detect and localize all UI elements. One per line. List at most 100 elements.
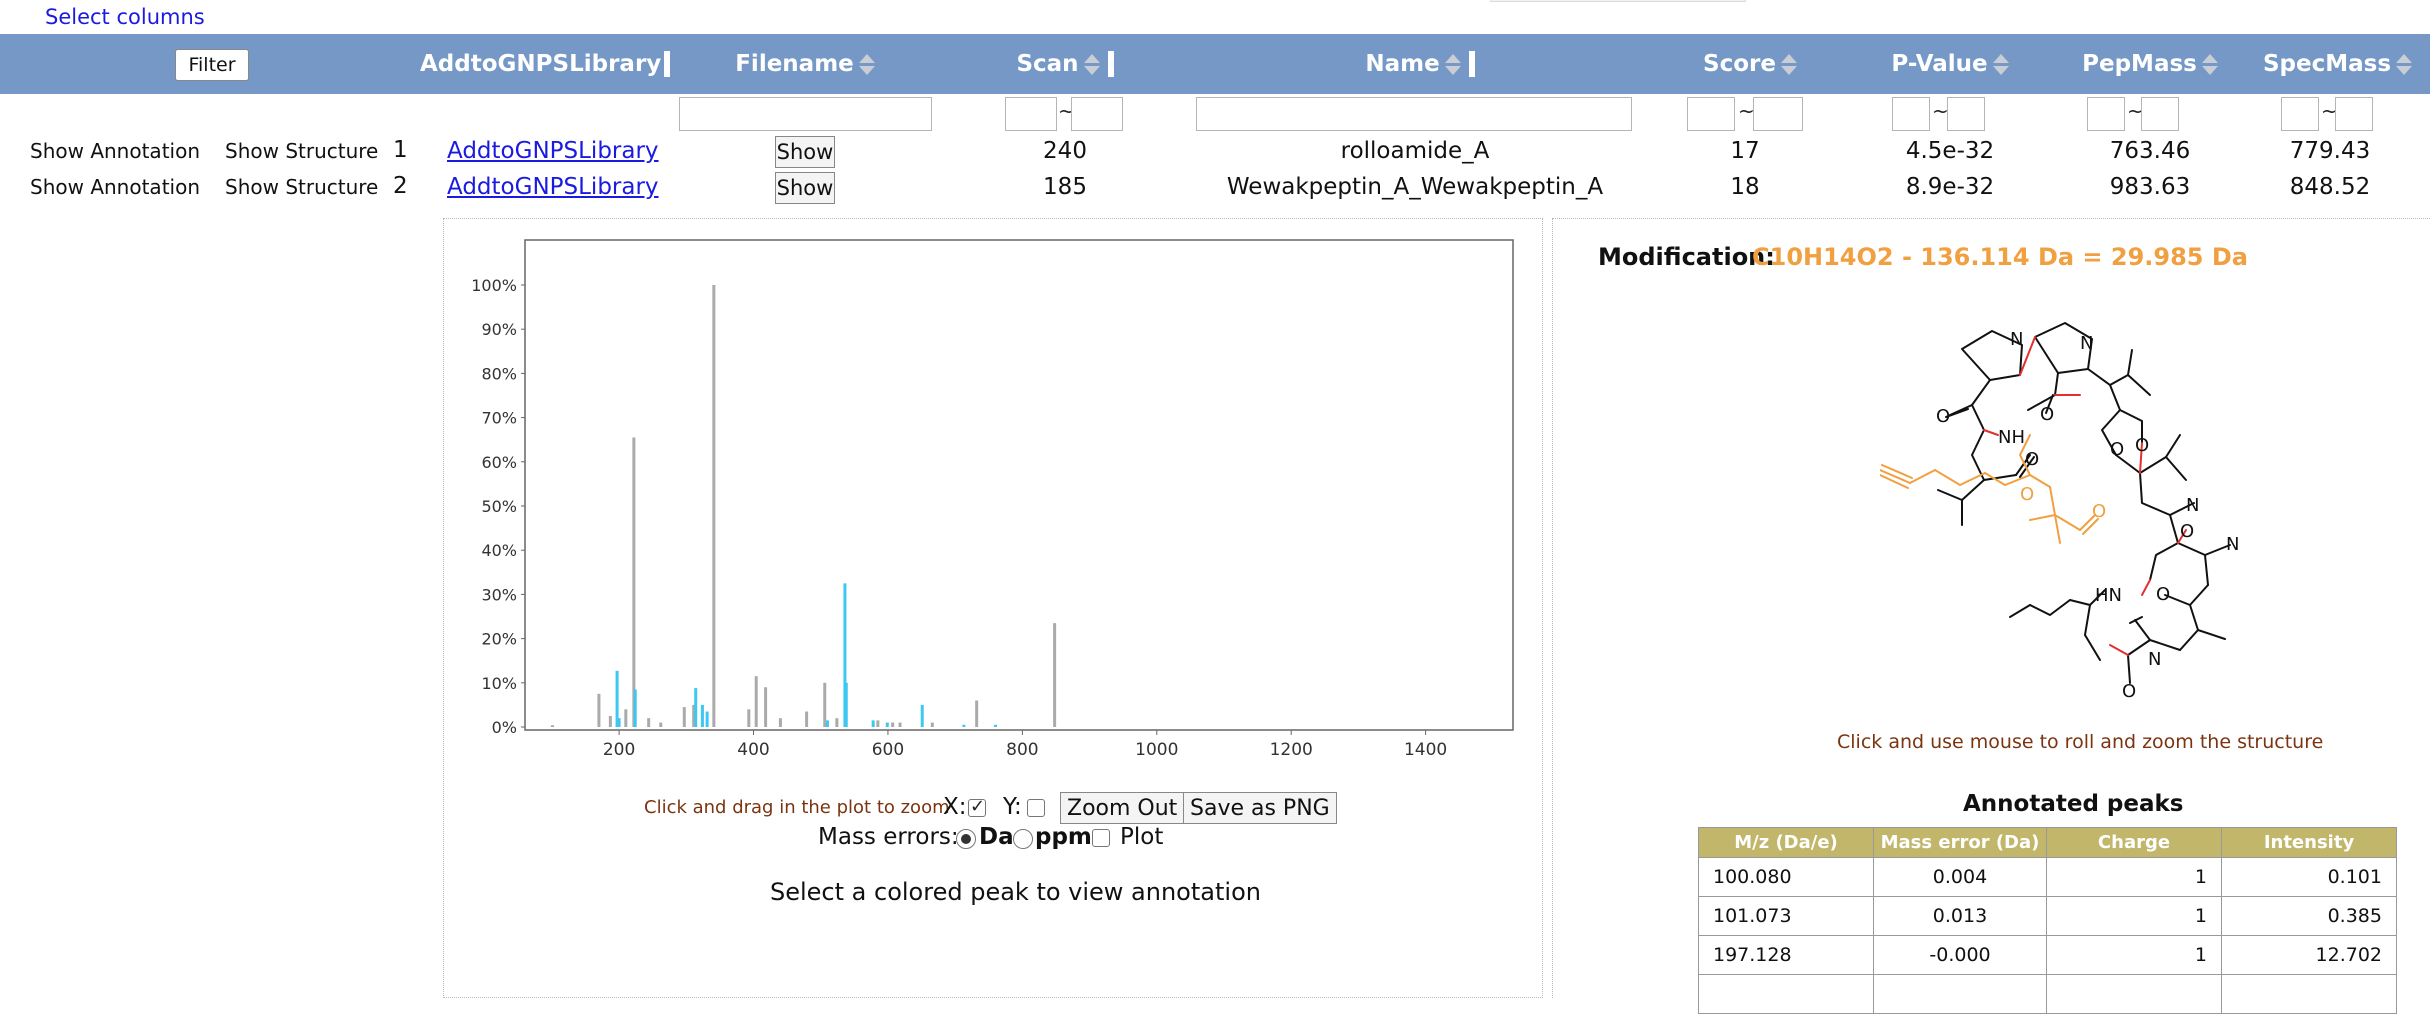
column-resize-handle[interactable] xyxy=(664,51,670,77)
mz-cell: 100.080 xyxy=(1698,857,1874,897)
mass-error-da-radio[interactable] xyxy=(956,829,976,849)
x-tick-label: 200 xyxy=(603,740,635,760)
top-search-box[interactable] xyxy=(1490,0,1746,2)
svg-text:O: O xyxy=(2020,484,2034,505)
sort-icon[interactable] xyxy=(2201,53,2218,75)
score-min-input[interactable] xyxy=(1687,97,1735,131)
range-separator: ~ xyxy=(1738,99,1755,123)
table-row[interactable]: 101.073 0.013 1 0.385 xyxy=(1698,896,2397,936)
column-header-label: P-Value xyxy=(1891,51,1988,77)
save-png-button[interactable]: Save as PNG xyxy=(1183,792,1337,824)
table-row[interactable]: 197.128 -0.000 1 12.702 xyxy=(1698,935,2397,975)
structure-hint: Click and use mouse to roll and zoom the… xyxy=(1837,731,2324,753)
add-to-gnps-library-link[interactable]: AddtoGNPSLibrary xyxy=(447,174,659,200)
column-header-scan[interactable]: Scan xyxy=(985,34,1145,94)
charge-cell: 1 xyxy=(2046,896,2222,936)
sort-icon[interactable] xyxy=(1083,53,1100,75)
pvalue-max-input[interactable] xyxy=(1947,97,1985,131)
range-separator: ~ xyxy=(2127,99,2144,123)
pvalue-min-input[interactable] xyxy=(1892,97,1930,131)
show-annotation-link[interactable]: Show Annotation xyxy=(30,175,200,199)
show-structure-link[interactable]: Show Structure xyxy=(225,175,379,199)
annotated-peaks-header[interactable]: Intensity xyxy=(2221,827,2397,858)
select-peak-hint: Select a colored peak to view annotation xyxy=(770,878,1261,906)
name-filter-input[interactable] xyxy=(1196,97,1632,131)
annotated-peaks-header[interactable]: Charge xyxy=(2046,827,2222,858)
sort-icon[interactable] xyxy=(2396,53,2413,75)
svg-text:O: O xyxy=(1936,406,1950,427)
x-tick-label: 600 xyxy=(872,740,904,760)
spectrum-plot[interactable]: 0% 10% 20% 30% 40% 50% 60% 70% 80% 90% 100% 200 400… xyxy=(450,230,1530,770)
empty-cell xyxy=(2046,974,2222,1014)
charge-cell: 1 xyxy=(2046,857,2222,897)
filter-button[interactable]: Filter xyxy=(175,49,249,81)
column-header-library[interactable]: AddtoGNPSLibrary xyxy=(420,34,670,94)
column-header-pepmass[interactable]: PepMass xyxy=(2055,34,2245,94)
show-structure-link[interactable]: Show Structure xyxy=(225,139,379,163)
y-tick-label: 0% xyxy=(492,718,517,737)
y-tick-label: 80% xyxy=(481,364,517,383)
table-row[interactable] xyxy=(1698,974,2397,1014)
svg-text:NH: NH xyxy=(1998,427,2025,448)
column-header-label: Filename xyxy=(735,51,854,77)
specmass-max-input[interactable] xyxy=(2335,97,2373,131)
svg-text:O: O xyxy=(2025,449,2039,470)
annotated-peaks-header[interactable]: M/z (Da/e) xyxy=(1698,827,1874,858)
column-header-filename[interactable]: Filename xyxy=(700,34,910,94)
x-zoom-checkbox[interactable] xyxy=(968,796,986,817)
y-tick-label: 70% xyxy=(481,409,517,428)
column-resize-handle[interactable] xyxy=(1468,51,1475,77)
scan-max-input[interactable] xyxy=(1071,97,1123,131)
svg-text:O: O xyxy=(2135,435,2149,456)
pvalue-value: 4.5e-32 xyxy=(1905,138,1995,164)
sort-icon[interactable] xyxy=(1444,53,1461,75)
name-value: rolloamide_A xyxy=(1340,138,1490,164)
y-tick-label: 30% xyxy=(481,585,517,604)
select-columns-link[interactable]: Select columns xyxy=(45,5,205,29)
column-header-label: AddtoGNPSLibrary xyxy=(420,51,662,77)
column-resize-handle[interactable] xyxy=(1107,51,1114,77)
charge-cell: 1 xyxy=(2046,935,2222,975)
table-row[interactable]: 100.080 0.004 1 0.101 xyxy=(1698,857,2397,897)
y-tick-label: 10% xyxy=(481,674,517,693)
filename-filter-input[interactable] xyxy=(679,97,932,131)
scan-min-input[interactable] xyxy=(1005,97,1057,131)
column-header-score[interactable]: Score xyxy=(1670,34,1830,94)
empty-cell xyxy=(1873,974,2047,1014)
mass-error-ppm-radio[interactable] xyxy=(1013,829,1033,849)
mass-error-plot-checkbox[interactable] xyxy=(1092,829,1110,847)
zoom-out-button[interactable]: Zoom Out xyxy=(1060,792,1185,824)
specmass-value: 848.52 xyxy=(2289,174,2371,200)
range-separator: ~ xyxy=(2321,99,2338,123)
range-separator: ~ xyxy=(1058,99,1075,123)
x-tick-label: 1200 xyxy=(1270,740,1313,760)
column-header-specmass[interactable]: SpecMass xyxy=(2245,34,2430,94)
intensity-cell: 12.702 xyxy=(2221,935,2397,975)
peaks xyxy=(550,285,1057,727)
pepmass-value: 983.63 xyxy=(2109,174,2191,200)
range-separator: ~ xyxy=(1932,99,1949,123)
pepmass-max-input[interactable] xyxy=(2141,97,2179,131)
filename-show-button[interactable]: Show xyxy=(775,172,835,204)
scan-value: 240 xyxy=(1043,138,1087,164)
annotated-peaks-header[interactable]: Mass error (Da) xyxy=(1873,827,2047,858)
filename-show-button[interactable]: Show xyxy=(775,136,835,168)
x-tick-label: 1000 xyxy=(1135,740,1178,760)
y-zoom-checkbox[interactable] xyxy=(1027,799,1045,817)
specmass-min-input[interactable] xyxy=(2281,97,2319,131)
svg-text:N: N xyxy=(2186,495,2199,516)
y-zoom-label: Y: xyxy=(1003,794,1022,820)
svg-text:N: N xyxy=(2080,333,2093,354)
sort-icon[interactable] xyxy=(1780,53,1797,75)
column-header-pvalue[interactable]: P-Value xyxy=(1860,34,2040,94)
pepmass-min-input[interactable] xyxy=(2087,97,2125,131)
add-to-gnps-library-link[interactable]: AddtoGNPSLibrary xyxy=(447,138,659,164)
score-max-input[interactable] xyxy=(1753,97,1803,131)
show-annotation-link[interactable]: Show Annotation xyxy=(30,139,200,163)
column-header-label: SpecMass xyxy=(2262,51,2392,77)
sort-icon[interactable] xyxy=(858,53,875,75)
x-tick-label: 1400 xyxy=(1404,740,1447,760)
sort-icon[interactable] xyxy=(1992,53,2009,75)
column-header-name[interactable]: Name xyxy=(1300,34,1540,94)
